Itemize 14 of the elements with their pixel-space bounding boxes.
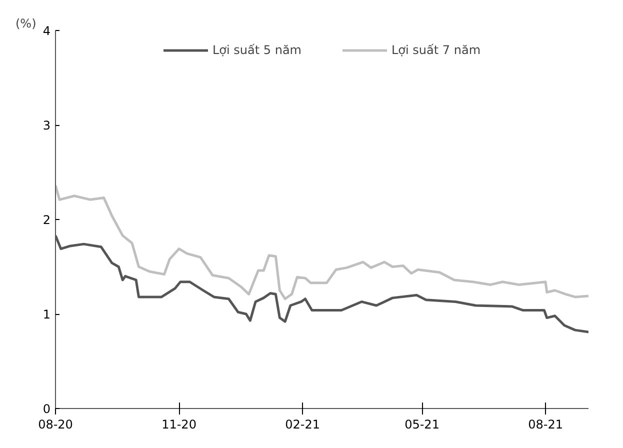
y-tick-label: 1 — [42, 308, 51, 322]
x-tick-label: 08-20 — [38, 418, 73, 432]
x-tick-label: 11-20 — [162, 418, 196, 432]
y-tick-label: 3 — [42, 118, 51, 132]
y-tick-label: 0 — [42, 402, 51, 416]
line-series — [56, 184, 588, 300]
x-tick-label: 02-21 — [285, 418, 320, 432]
x-tick-label: 08-21 — [528, 418, 563, 432]
legend-label: Lợi suất 7 năm — [392, 43, 481, 57]
y-axis-title: (%) — [16, 16, 36, 30]
y-tick-label: 2 — [42, 213, 51, 227]
x-tick-label: 05-21 — [404, 418, 440, 432]
y-tick-label: 4 — [42, 24, 51, 38]
legend-label: Lợi suất 5 năm — [212, 43, 302, 57]
